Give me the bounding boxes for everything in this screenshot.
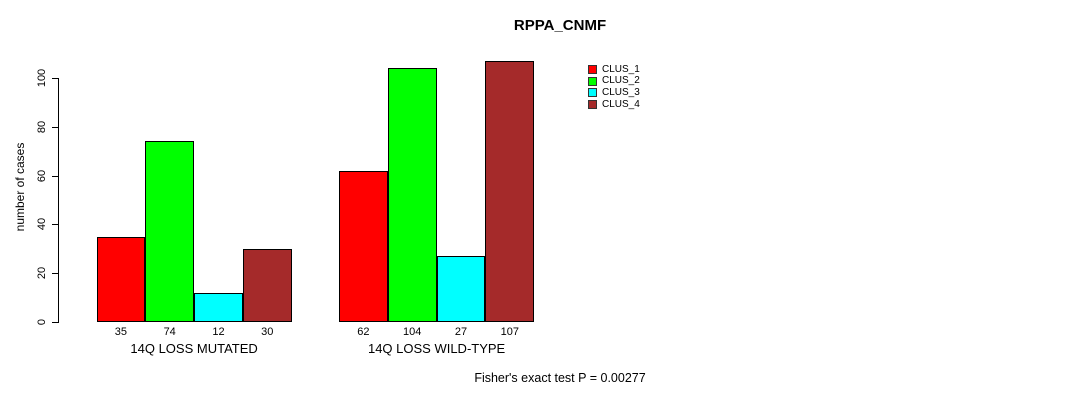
y-tick-label-60: 60 (36, 169, 48, 182)
bar-clus_3-group1 (194, 292, 243, 322)
y-tick-label-80: 80 (36, 120, 48, 133)
legend-item-clus_4: CLUS_4 (588, 99, 640, 111)
group-label-1: 14Q LOSS MUTATED (130, 341, 258, 356)
y-tick-mark-40 (52, 224, 59, 226)
y-tick-label-0: 0 (36, 318, 48, 326)
legend-swatch-clus_4 (588, 100, 597, 110)
bar-value-clus_4-group1: 30 (261, 326, 274, 338)
bar-value-clus_4-group2: 107 (500, 326, 519, 338)
y-axis-line (58, 78, 59, 323)
y-tick-mark-20 (52, 273, 59, 275)
y-axis-label: number of cases (13, 142, 27, 232)
legend-item-clus_1: CLUS_1 (588, 64, 640, 76)
bar-clus_3-group2 (436, 256, 486, 322)
legend-swatch-clus_1 (588, 65, 597, 75)
y-tick-mark-100 (52, 78, 59, 79)
y-tick-label-100: 100 (36, 68, 48, 88)
group-label-2: 14Q LOSS WILD-TYPE (367, 341, 506, 356)
legend-label-clus_2: CLUS_2 (602, 75, 640, 87)
bar-clus_2-group2 (387, 68, 437, 322)
bar-clus_4-group2 (485, 60, 535, 322)
y-tick-mark-0 (52, 322, 59, 323)
bar-clus_2-group1 (145, 141, 195, 322)
bar-clus_1-group1 (96, 236, 146, 322)
bar-value-clus_3-group1: 12 (212, 326, 225, 338)
legend-swatch-clus_2 (588, 76, 597, 86)
stat-test-caption: Fisher's exact test P = 0.00277 (474, 371, 646, 385)
legend-swatch-clus_3 (588, 88, 597, 98)
bar-value-clus_3-group2: 27 (454, 326, 468, 338)
legend-label-clus_4: CLUS_4 (602, 98, 640, 110)
bar-value-clus_2-group1: 74 (163, 326, 176, 338)
chart-title: RPPA_CNMF (513, 17, 607, 34)
legend-label-clus_1: CLUS_1 (602, 63, 640, 75)
bar-clus_1-group2 (339, 170, 388, 322)
legend-label-clus_3: CLUS_3 (602, 86, 640, 98)
legend-item-clus_3: CLUS_3 (588, 87, 640, 99)
y-tick-mark-80 (52, 126, 59, 128)
y-tick-label-40: 40 (36, 218, 48, 231)
legend-item-clus_2: CLUS_2 (588, 76, 640, 88)
y-tick-mark-60 (52, 175, 59, 177)
y-tick-label-20: 20 (36, 267, 48, 280)
bar-value-clus_1-group1: 35 (114, 326, 128, 338)
bar-value-clus_1-group2: 62 (357, 326, 370, 338)
legend: CLUS_1 CLUS_2 CLUS_3 CLUS_4 (588, 64, 640, 110)
bar-value-clus_2-group2: 104 (403, 326, 422, 338)
bar-clus_4-group1 (242, 248, 292, 322)
